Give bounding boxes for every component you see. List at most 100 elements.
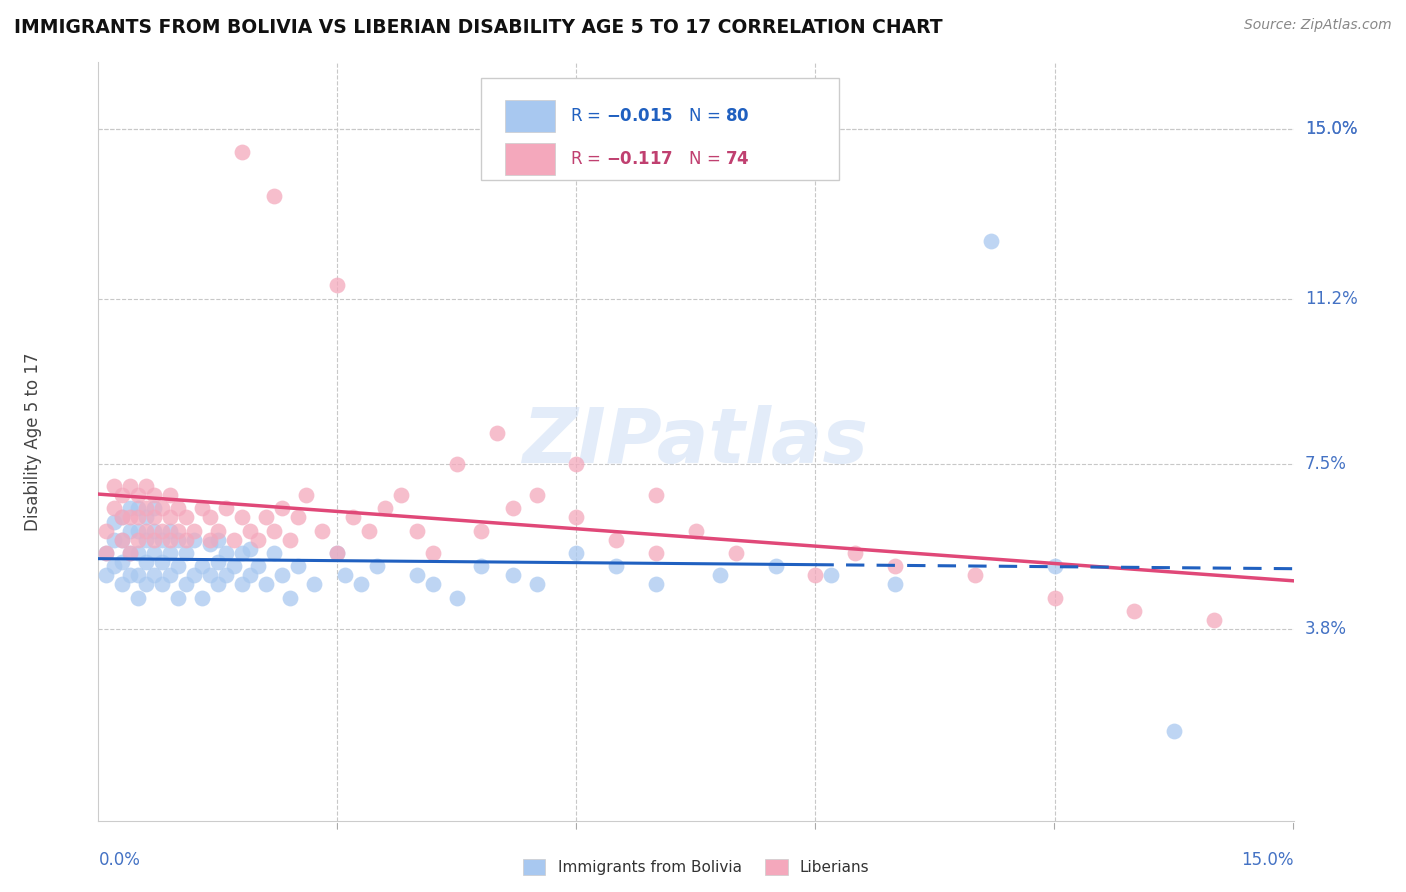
Point bbox=[191, 591, 214, 605]
Point bbox=[127, 546, 149, 560]
Point bbox=[804, 568, 827, 582]
Point bbox=[143, 533, 166, 547]
Text: IMMIGRANTS FROM BOLIVIA VS LIBERIAN DISABILITY AGE 5 TO 17 CORRELATION CHART: IMMIGRANTS FROM BOLIVIA VS LIBERIAN DISA… bbox=[14, 18, 942, 37]
Point bbox=[222, 559, 245, 574]
Point bbox=[143, 546, 166, 560]
Point bbox=[470, 559, 492, 574]
Point bbox=[198, 510, 221, 524]
Point bbox=[135, 524, 157, 538]
Point bbox=[231, 577, 253, 591]
Point bbox=[174, 533, 197, 547]
Point bbox=[167, 533, 190, 547]
Point bbox=[605, 533, 627, 547]
Text: 7.5%: 7.5% bbox=[1305, 455, 1347, 473]
Point bbox=[270, 568, 292, 582]
Point bbox=[96, 546, 118, 560]
Text: 3.8%: 3.8% bbox=[1305, 620, 1347, 638]
Point bbox=[526, 488, 548, 502]
Point bbox=[111, 510, 134, 524]
Point bbox=[143, 524, 166, 538]
Point bbox=[278, 591, 301, 605]
Text: 15.0%: 15.0% bbox=[1241, 851, 1294, 869]
Point bbox=[645, 488, 668, 502]
Point bbox=[96, 568, 118, 582]
Point bbox=[446, 457, 468, 471]
Point bbox=[127, 568, 149, 582]
Point bbox=[143, 510, 166, 524]
Point bbox=[120, 501, 142, 516]
Point bbox=[103, 515, 125, 529]
Point bbox=[127, 510, 149, 524]
Point bbox=[239, 568, 262, 582]
Point bbox=[526, 577, 548, 591]
Point bbox=[198, 568, 221, 582]
Point bbox=[270, 501, 292, 516]
Point bbox=[111, 488, 134, 502]
Point bbox=[103, 533, 125, 547]
Point bbox=[844, 546, 866, 560]
Point bbox=[422, 577, 444, 591]
Point bbox=[246, 559, 269, 574]
Point bbox=[120, 510, 142, 524]
Text: Disability Age 5 to 17: Disability Age 5 to 17 bbox=[24, 352, 42, 531]
Point bbox=[222, 533, 245, 547]
Point bbox=[215, 501, 238, 516]
Point bbox=[215, 568, 238, 582]
Point bbox=[198, 537, 221, 551]
Point bbox=[231, 510, 253, 524]
Point bbox=[302, 577, 325, 591]
Point bbox=[111, 577, 134, 591]
Point bbox=[120, 568, 142, 582]
Text: ZIPatlas: ZIPatlas bbox=[523, 405, 869, 478]
Point bbox=[174, 510, 197, 524]
Point bbox=[389, 488, 412, 502]
Point bbox=[406, 568, 429, 582]
Point bbox=[263, 189, 285, 203]
Text: R = $\bf{-0.117}$   N = $\bf{74}$: R = $\bf{-0.117}$ N = $\bf{74}$ bbox=[571, 150, 751, 169]
Point bbox=[884, 577, 907, 591]
Text: 15.0%: 15.0% bbox=[1305, 120, 1357, 138]
Point bbox=[645, 577, 668, 591]
Point bbox=[263, 546, 285, 560]
Point bbox=[263, 524, 285, 538]
Point bbox=[159, 568, 181, 582]
Point bbox=[311, 524, 333, 538]
Point bbox=[127, 488, 149, 502]
Point bbox=[980, 234, 1002, 248]
Point bbox=[1163, 724, 1185, 739]
Point bbox=[820, 568, 842, 582]
Point bbox=[294, 488, 316, 502]
Point bbox=[685, 524, 707, 538]
Text: 0.0%: 0.0% bbox=[98, 851, 141, 869]
Point bbox=[446, 591, 468, 605]
Point bbox=[231, 546, 253, 560]
Point bbox=[207, 555, 229, 569]
Point bbox=[167, 524, 190, 538]
Point bbox=[159, 533, 181, 547]
Point bbox=[150, 555, 173, 569]
Point bbox=[565, 457, 588, 471]
Point bbox=[135, 501, 157, 516]
Point bbox=[470, 524, 492, 538]
Point bbox=[191, 501, 214, 516]
Point bbox=[1202, 613, 1225, 627]
Point bbox=[135, 577, 157, 591]
FancyBboxPatch shape bbox=[505, 144, 555, 175]
Point bbox=[207, 577, 229, 591]
Point bbox=[174, 546, 197, 560]
Point bbox=[207, 524, 229, 538]
Point bbox=[96, 524, 118, 538]
Point bbox=[645, 546, 668, 560]
Point bbox=[143, 568, 166, 582]
Point bbox=[359, 524, 381, 538]
Point bbox=[127, 501, 149, 516]
Point bbox=[120, 479, 142, 493]
Point bbox=[127, 524, 149, 538]
Point bbox=[254, 510, 277, 524]
Point bbox=[884, 559, 907, 574]
Point bbox=[159, 524, 181, 538]
Point bbox=[565, 510, 588, 524]
Point bbox=[135, 510, 157, 524]
Point bbox=[350, 577, 373, 591]
Point bbox=[159, 488, 181, 502]
